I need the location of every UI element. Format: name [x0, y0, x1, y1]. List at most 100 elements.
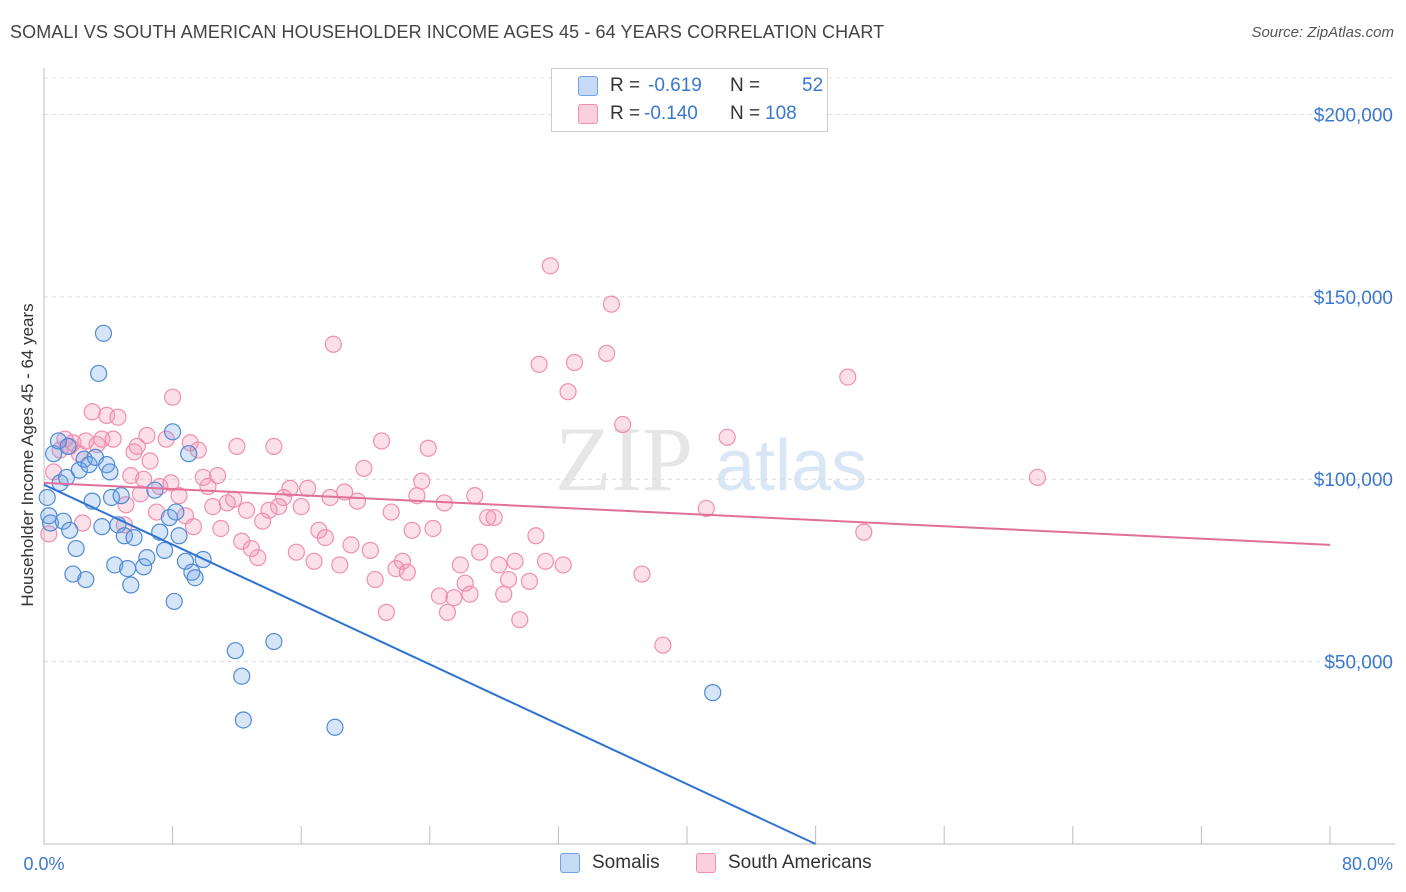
y-tick-label: $50,000	[1324, 653, 1393, 674]
south-american-point	[292, 497, 310, 516]
south-american-point	[305, 552, 323, 570]
south-american-point	[104, 430, 122, 448]
somali-swatch	[560, 853, 580, 873]
south-american-point	[128, 437, 146, 456]
south-american-point	[138, 426, 156, 445]
somali-point	[45, 445, 63, 463]
somali-trend-line	[43, 483, 817, 845]
south-american-point	[324, 335, 342, 353]
somali-point	[118, 560, 137, 578]
somali-point	[155, 541, 174, 559]
south-american-point	[451, 556, 469, 574]
south-american-point	[614, 415, 632, 434]
legend-row-south-american: R = -0.140 N = 108	[552, 100, 827, 128]
south-american-point	[456, 574, 474, 592]
south-american-point	[125, 443, 143, 461]
somali-point	[40, 507, 58, 525]
south-american-point	[855, 523, 873, 541]
somali-point	[70, 461, 88, 479]
south-american-point	[237, 501, 256, 519]
south-american-point	[479, 508, 497, 527]
legend-n-label: N =	[730, 103, 761, 124]
south-american-point	[382, 503, 400, 521]
tick-labels: $50,000 $100,000 $150,000 $200,000 0.0% 80.0%	[23, 105, 1393, 874]
south-american-swatch	[696, 853, 716, 873]
south-american-point	[209, 466, 227, 485]
watermark-zip: ZIP	[555, 408, 693, 510]
south-american-point	[602, 295, 621, 313]
south-american-point	[355, 459, 373, 477]
south-american-point	[88, 435, 106, 454]
somali-point	[59, 437, 77, 456]
south-american-point	[839, 368, 857, 386]
y-tick-label: $150,000	[1314, 288, 1393, 309]
somali-points	[38, 324, 722, 736]
x-tick-label: 80.0%	[1342, 854, 1393, 874]
south-american-point	[471, 543, 489, 561]
somali-point	[170, 527, 188, 545]
south-american-point	[40, 525, 58, 543]
watermark-atlas: atlas	[715, 426, 867, 506]
somali-point	[90, 364, 108, 383]
correlation-legend: R = -0.619 N = 52 R = -0.140 N = 108	[551, 68, 828, 132]
somali-point	[326, 718, 344, 736]
somali-point	[265, 632, 283, 651]
somali-point	[186, 569, 204, 587]
south-american-point	[141, 452, 159, 470]
south-american-point	[73, 514, 92, 532]
south-american-point	[366, 570, 384, 589]
south-american-point	[281, 479, 299, 497]
south-american-point	[170, 487, 188, 505]
somali-point	[165, 592, 183, 611]
somali-point	[67, 539, 85, 558]
somali-point	[112, 487, 130, 505]
somali-point	[704, 684, 722, 702]
south-american-point	[147, 503, 166, 521]
legend-r-label: R =	[610, 103, 641, 124]
south-american-point	[554, 556, 572, 574]
south-american-point	[654, 636, 672, 654]
south-american-point	[377, 603, 395, 621]
bottom-legend-label: South Americans	[728, 852, 872, 873]
somali-point	[226, 642, 244, 660]
legend-n-value: 108	[765, 103, 797, 124]
south-american-point	[204, 497, 222, 516]
south-american-point	[490, 556, 508, 574]
south-american-point	[445, 589, 463, 607]
somali-point	[176, 552, 195, 570]
south-american-point	[565, 353, 584, 372]
south-american-point	[520, 572, 539, 590]
south-american-point	[393, 552, 412, 570]
legend-r-value: -0.140	[644, 103, 698, 124]
south-american-point	[398, 563, 416, 581]
legend-r-label: R =	[610, 75, 641, 96]
somali-point	[135, 558, 153, 576]
south-american-point	[495, 585, 513, 603]
south-american-point	[697, 499, 715, 518]
somali-point	[234, 711, 252, 729]
south-american-point	[530, 355, 548, 373]
bottom-legend-label: Somalis	[592, 852, 660, 873]
south-american-point	[194, 468, 212, 487]
y-tick-label: $200,000	[1314, 105, 1393, 126]
south-american-point	[598, 344, 616, 362]
somali-point	[167, 503, 185, 521]
south-american-point	[331, 556, 349, 574]
south-american-point	[511, 611, 529, 629]
south-american-point	[228, 437, 246, 456]
south-american-point	[506, 552, 524, 570]
south-american-point	[633, 565, 651, 583]
south-american-point	[438, 603, 457, 621]
somali-point	[61, 521, 79, 539]
south-american-points	[40, 257, 1047, 654]
somali-point	[49, 432, 68, 450]
south-american-point	[361, 541, 379, 559]
somali-point	[57, 468, 76, 487]
legend-r-value: -0.619	[648, 75, 702, 96]
south-american-point	[212, 519, 230, 538]
somali-point	[122, 576, 140, 594]
y-tick-label: $100,000	[1314, 470, 1393, 491]
south-american-point	[413, 472, 431, 490]
south-american-point	[249, 549, 267, 567]
somali-point	[180, 445, 198, 463]
